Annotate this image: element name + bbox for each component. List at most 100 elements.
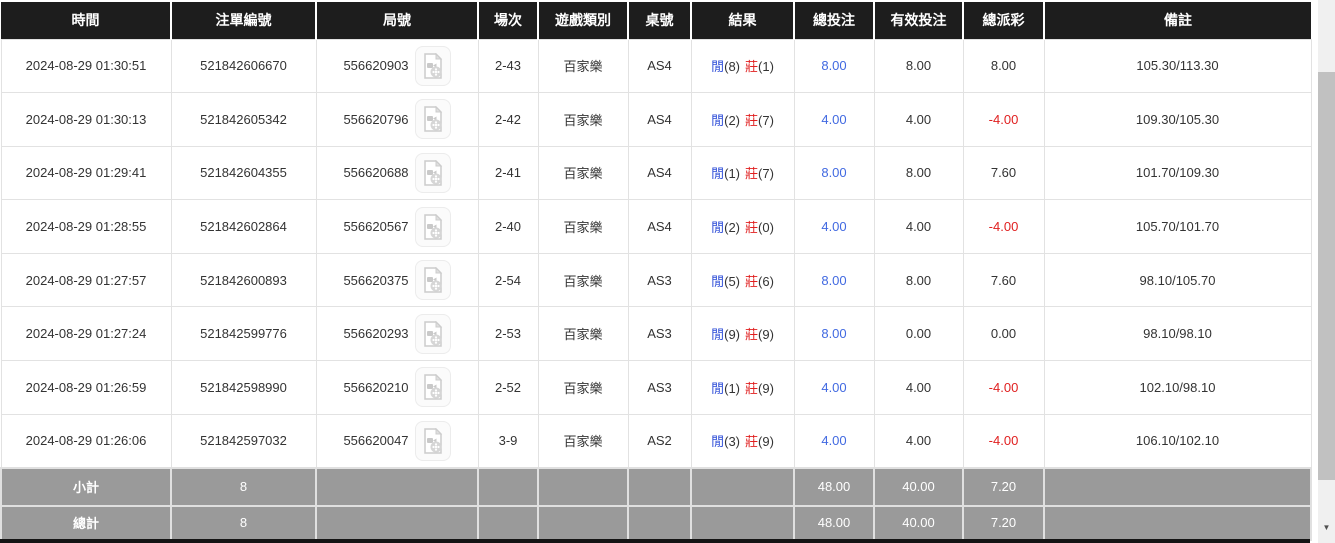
player-result-label: 閒 — [711, 273, 725, 289]
valid-bet-cell: 0.00 — [873, 306, 964, 362]
round-cell: 556620796 — [315, 92, 479, 147]
valid-bet-cell: 4.00 — [873, 413, 964, 469]
scroll-down-icon[interactable]: ▼ — [1322, 523, 1331, 532]
banker-result-label: 莊 — [745, 59, 759, 75]
payout-cell: 0.00 — [962, 306, 1045, 362]
next-section-header-edge — [0, 539, 1310, 543]
table-number-cell: AS4 — [627, 199, 692, 254]
bet-id-cell: 521842606670 — [170, 38, 317, 94]
banker-score: (1) — [758, 59, 774, 75]
total-label: 總計 — [0, 504, 172, 541]
total-empty-cell — [627, 504, 692, 541]
round-number: 556620210 — [343, 379, 409, 395]
table-row: 2024-08-29 01:27:24 521842599776 5566202… — [0, 306, 1312, 362]
player-score: (3) — [724, 434, 740, 450]
subtotal-empty-cell — [1043, 466, 1312, 507]
total-bet-cell: 8.00 — [793, 306, 875, 362]
video-replay-button[interactable] — [414, 99, 451, 140]
video-file-icon — [423, 427, 442, 454]
total-bet-cell: 4.00 — [793, 413, 875, 469]
subtotal-total-bet: 48.00 — [793, 466, 875, 507]
video-file-icon — [423, 159, 442, 186]
subtotal-empty-cell — [537, 466, 629, 507]
column-header-bet_id: 注單編號 — [171, 0, 317, 39]
video-file-icon — [423, 213, 442, 240]
column-header-payout: 總派彩 — [963, 0, 1045, 39]
banker-result-label: 莊 — [745, 434, 759, 450]
vertical-scrollbar[interactable]: ▼ — [1318, 0, 1335, 543]
round-number: 556620796 — [343, 111, 409, 127]
video-replay-button[interactable] — [414, 206, 451, 247]
video-replay-button[interactable] — [414, 313, 451, 354]
game-type-cell: 百家樂 — [537, 92, 629, 147]
round-number: 556620903 — [343, 58, 409, 74]
total-empty-cell — [1043, 504, 1312, 541]
subtotal-empty-cell — [690, 466, 795, 507]
remark-cell: 109.30/105.30 — [1043, 92, 1312, 147]
remark-cell: 98.10/105.70 — [1043, 252, 1312, 308]
betting-records-table: 時間 注單編號 局號 場次 遊戲類別 桌號 結果 總投注 有效投注 總派彩 備註 2024-08-2… — [0, 0, 1312, 541]
session-cell: 2-41 — [477, 145, 539, 201]
banker-score: (9) — [758, 434, 774, 450]
table-body: 2024-08-29 01:30:51 521842606670 5566209… — [0, 38, 1312, 469]
column-header-total_bet: 總投注 — [794, 0, 875, 39]
time-cell: 2024-08-29 01:28:55 — [0, 199, 172, 254]
round-number: 556620047 — [343, 433, 409, 449]
total-bet-cell: 4.00 — [793, 92, 875, 147]
banker-score: (0) — [758, 220, 774, 236]
session-cell: 2-54 — [477, 252, 539, 308]
scrollbar-thumb[interactable] — [1318, 72, 1335, 480]
table-row: 2024-08-29 01:29:41 521842604355 5566206… — [0, 145, 1312, 201]
video-replay-button[interactable] — [414, 367, 451, 408]
bet-id-cell: 521842602864 — [170, 199, 317, 254]
session-cell: 2-42 — [477, 92, 539, 147]
banker-result-label: 莊 — [745, 327, 759, 343]
video-replay-button[interactable] — [414, 260, 451, 301]
total-empty-cell — [477, 504, 539, 541]
column-header-round: 局號 — [316, 0, 479, 39]
table-number-cell: AS2 — [627, 413, 692, 469]
result-cell: 閒(1) 莊(7) — [690, 145, 795, 201]
remark-cell: 102.10/98.10 — [1043, 360, 1312, 415]
video-replay-button[interactable] — [414, 45, 451, 86]
banker-result-label: 莊 — [745, 220, 759, 236]
bet-id-cell: 521842599776 — [170, 306, 317, 362]
video-file-icon — [423, 267, 442, 293]
table-row: 2024-08-29 01:26:06 521842597032 5566200… — [0, 413, 1312, 469]
player-score: (2) — [724, 220, 740, 236]
table-number-cell: AS4 — [627, 92, 692, 147]
session-cell: 2-53 — [477, 306, 539, 362]
round-cell: 556620375 — [315, 252, 479, 308]
valid-bet-cell: 8.00 — [873, 38, 964, 94]
column-header-valid_bet: 有效投注 — [874, 0, 964, 39]
game-type-cell: 百家樂 — [537, 145, 629, 201]
total-bet-cell: 8.00 — [793, 252, 875, 308]
video-file-icon — [423, 52, 442, 79]
round-cell: 556620567 — [315, 199, 479, 254]
total-count: 8 — [170, 504, 317, 541]
table-number-cell: AS3 — [627, 252, 692, 308]
column-header-result: 結果 — [691, 0, 795, 39]
total-bet-cell: 4.00 — [793, 360, 875, 415]
bet-id-cell: 521842605342 — [170, 92, 317, 147]
video-replay-button[interactable] — [414, 420, 451, 461]
round-number: 556620293 — [343, 326, 409, 342]
total-valid-bet: 40.00 — [873, 504, 964, 541]
round-number: 556620375 — [343, 272, 409, 288]
table-number-cell: AS4 — [627, 145, 692, 201]
video-file-icon — [423, 320, 442, 347]
payout-cell: 7.60 — [962, 145, 1045, 201]
subtotal-row: 小計 8 48.00 40.00 7.20 — [0, 466, 1312, 507]
round-cell: 556620903 — [315, 38, 479, 94]
remark-cell: 106.10/102.10 — [1043, 413, 1312, 469]
table-number-cell: AS3 — [627, 360, 692, 415]
subtotal-empty-cell — [315, 466, 479, 507]
video-file-icon — [423, 106, 442, 133]
column-header-remark: 備註 — [1044, 0, 1311, 39]
time-cell: 2024-08-29 01:30:13 — [0, 92, 172, 147]
video-replay-button[interactable] — [414, 152, 451, 193]
subtotal-label: 小計 — [0, 466, 172, 507]
banker-result-label: 莊 — [745, 112, 759, 128]
remark-cell: 101.70/109.30 — [1043, 145, 1312, 201]
banker-score: (9) — [758, 327, 774, 343]
